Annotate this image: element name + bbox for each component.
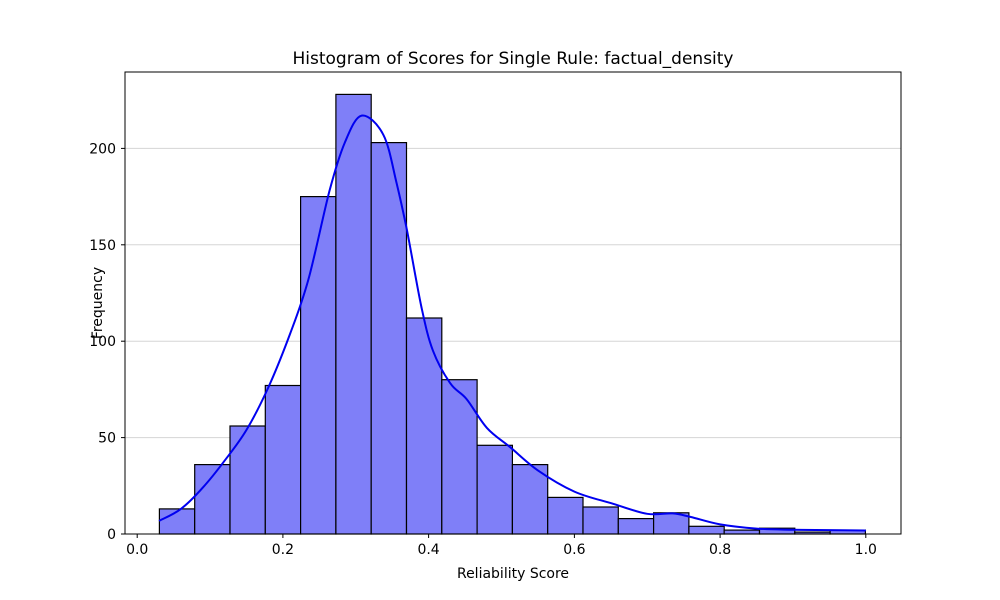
y-axis-label: Frequency	[90, 267, 106, 339]
x-tick-label: 0.6	[563, 542, 585, 558]
chart-title: Histogram of Scores for Single Rule: fac…	[293, 49, 734, 69]
kde-layer	[158, 114, 867, 532]
histogram-bar	[723, 529, 761, 535]
histogram-bar	[300, 196, 337, 535]
histogram-bar	[476, 444, 514, 535]
x-tick-label: 1.0	[855, 542, 877, 558]
histogram-bar	[511, 464, 549, 535]
histogram-bar	[617, 517, 655, 535]
x-tick-label: 0.4	[417, 542, 439, 558]
ticks-layer: 0.0 0.2 0.4 0.6 0.8 1.0 0 50 100 150 200	[89, 141, 877, 558]
histogram-bar	[441, 379, 478, 535]
kde-curve	[158, 114, 867, 532]
histogram-bar	[688, 525, 725, 535]
y-tick-label: 100	[89, 334, 116, 350]
y-tick-label: 0	[107, 527, 116, 543]
y-tick-label: 200	[89, 141, 116, 157]
grid-layer	[125, 147, 901, 439]
histogram-bar	[370, 142, 408, 535]
x-tick-label: 0.2	[272, 542, 294, 558]
histogram-bar	[158, 508, 196, 535]
histogram-bars-layer	[158, 93, 866, 535]
histogram-bar	[582, 506, 619, 535]
x-tick-label: 0.0	[126, 542, 148, 558]
y-tick-label: 50	[98, 431, 116, 447]
x-axis-label: Reliability Score	[457, 566, 569, 582]
histogram-bar	[229, 425, 266, 535]
histogram-bar	[547, 496, 584, 535]
histogram-bar	[405, 317, 443, 535]
x-tick-label: 0.8	[709, 542, 731, 558]
histogram-bar	[335, 93, 372, 535]
y-tick-label: 150	[89, 238, 116, 254]
histogram-bar	[264, 384, 302, 535]
plot-frame	[124, 71, 902, 535]
